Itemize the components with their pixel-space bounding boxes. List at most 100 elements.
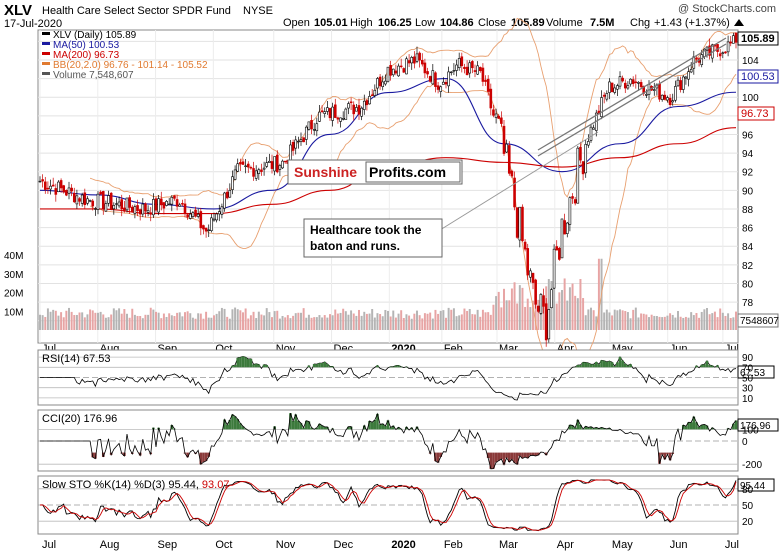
- svg-text:Sunshine: Sunshine: [294, 164, 357, 180]
- candle-body: [146, 210, 150, 213]
- candle-body: [576, 147, 580, 204]
- volume-bar: [331, 315, 334, 330]
- candle-body: [304, 126, 308, 140]
- volume-bar: [102, 314, 105, 330]
- svg-text:Open: Open: [283, 17, 310, 29]
- candle-body: [423, 62, 427, 74]
- volume-bar: [313, 317, 316, 330]
- annotation-pointer: [439, 131, 599, 231]
- volume-axis-labels: 10M 20M 30M 40M: [4, 251, 23, 318]
- volume-bar: [450, 309, 453, 330]
- volume-bar: [653, 315, 656, 330]
- candle-body: [62, 185, 66, 193]
- volume-bar: [534, 289, 537, 330]
- candle-body: [207, 229, 211, 231]
- candle-body: [515, 207, 519, 238]
- volume-bar: [239, 310, 242, 330]
- svg-text:105.89: 105.89: [511, 17, 545, 29]
- price-tick-label: 94: [742, 149, 754, 160]
- candle-body: [202, 225, 205, 230]
- candle-body: [175, 199, 179, 207]
- svg-text:105.01: 105.01: [314, 17, 348, 29]
- candle-body: [315, 123, 319, 132]
- candle-body: [162, 202, 166, 209]
- volume-bar: [128, 317, 131, 330]
- volume-bar: [413, 313, 416, 330]
- candle-body: [344, 108, 348, 120]
- volume-bar: [661, 317, 664, 330]
- candle-body: [689, 69, 693, 73]
- volume-bar: [460, 314, 463, 330]
- cci-badge: 176.96: [740, 421, 771, 432]
- candle-body: [107, 195, 110, 204]
- candle-body: [188, 213, 192, 219]
- volume-bar: [57, 315, 60, 330]
- candle-body: [339, 117, 342, 122]
- candle-body: [362, 100, 366, 110]
- candle-body: [544, 303, 548, 341]
- candle-body: [67, 187, 71, 194]
- candle-body: [563, 220, 566, 235]
- volume-bar: [152, 309, 155, 330]
- candle-body: [600, 97, 603, 117]
- rsi-tick-label: 50: [742, 374, 754, 385]
- volume-bar: [642, 313, 645, 330]
- candle-body: [407, 60, 411, 64]
- candle-body: [117, 201, 121, 207]
- candle-body: [157, 198, 160, 213]
- volume-bar: [139, 316, 142, 330]
- candle-body: [729, 41, 733, 44]
- candle-body: [336, 117, 340, 120]
- candle-body: [318, 111, 321, 122]
- candle-body: [494, 113, 498, 118]
- candle-body: [645, 94, 648, 96]
- candle-body: [115, 203, 118, 205]
- candle-body: [78, 198, 81, 202]
- candle-body: [217, 211, 221, 215]
- volume-bar: [542, 306, 545, 330]
- volume-bar: [352, 313, 355, 330]
- volume-bar: [339, 312, 342, 330]
- candle-body: [323, 111, 327, 114]
- volume-bar: [384, 309, 387, 330]
- volume-bar: [397, 313, 400, 330]
- candle-body: [239, 162, 242, 165]
- volume-bar: [62, 317, 65, 330]
- volume-bar: [49, 311, 52, 330]
- legend-swatch: [42, 52, 50, 55]
- rsi-label: RSI(14) 67.53: [42, 353, 110, 365]
- candle-body: [167, 203, 171, 206]
- fund-name: Health Care Select Sector SPDR Fund: [42, 5, 231, 17]
- candle-body: [141, 203, 145, 215]
- candle-body: [94, 208, 97, 210]
- volume-bar: [677, 311, 679, 330]
- candle-body: [497, 115, 501, 119]
- svg-text:Profits.com: Profits.com: [369, 164, 446, 180]
- volume-bar: [91, 310, 94, 330]
- volume-bar: [191, 317, 194, 330]
- volume-bar: [719, 308, 722, 330]
- candle-body: [96, 193, 100, 210]
- volume-bar: [168, 313, 171, 330]
- trendline-lower: [537, 43, 727, 157]
- candle-body: [194, 209, 197, 217]
- volume-bar: [481, 309, 484, 330]
- candle-body: [676, 79, 680, 87]
- candle-body: [186, 214, 189, 218]
- candle-body: [381, 81, 385, 87]
- volume-bar: [518, 285, 521, 330]
- candle-body: [457, 58, 461, 68]
- volume-bar: [421, 318, 424, 330]
- candle-body: [415, 53, 419, 62]
- candle-body: [478, 67, 482, 72]
- volume-bar: [526, 298, 529, 330]
- candle-body: [547, 309, 551, 340]
- volume-bar: [300, 312, 302, 330]
- volume-bar: [645, 314, 648, 330]
- candle-body: [149, 212, 153, 215]
- candle-body: [349, 101, 353, 104]
- rsi-tick-label: 30: [742, 384, 754, 395]
- candle-body: [581, 161, 585, 175]
- candle-body: [402, 68, 406, 73]
- volume-bar: [278, 318, 281, 330]
